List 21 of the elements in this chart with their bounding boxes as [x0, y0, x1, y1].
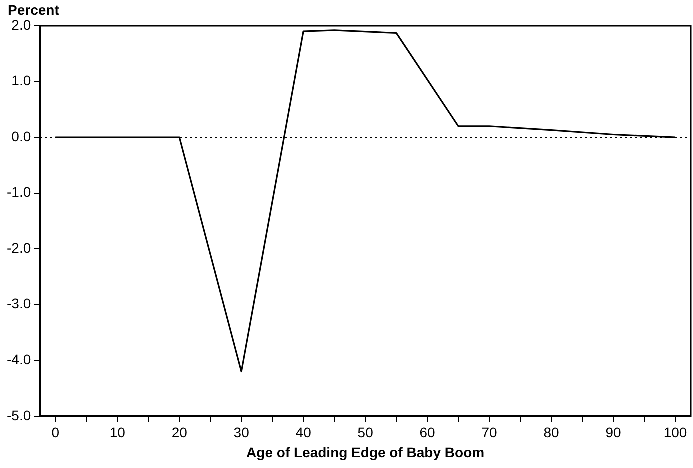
x-tick-label: 0	[52, 424, 60, 441]
y-tick-label: 1.0	[12, 72, 32, 89]
x-tick-label: 70	[482, 424, 498, 441]
y-axis-title: Percent	[8, 2, 60, 18]
y-tick-label: -2.0	[7, 240, 32, 256]
y-tick-label: 0.0	[12, 128, 32, 144]
x-axis-title: Age of Leading Edge of Baby Boom	[246, 444, 485, 460]
x-tick-label: 50	[358, 424, 374, 441]
x-tick-label: 10	[110, 424, 126, 441]
x-tick-label: 60	[420, 424, 436, 441]
x-tick-label: 100	[664, 424, 688, 441]
y-tick-label: -5.0	[7, 407, 32, 424]
y-tick-label: -4.0	[7, 351, 32, 368]
x-tick-label: 30	[234, 424, 250, 441]
x-tick-label: 20	[172, 424, 188, 441]
y-tick-label: -1.0	[7, 184, 32, 200]
x-tick-label: 90	[606, 424, 622, 441]
x-tick-label: 80	[544, 424, 560, 441]
y-tick-label: 2.0	[12, 16, 32, 33]
y-tick-label: -3.0	[7, 296, 32, 312]
x-tick-label: 40	[296, 424, 312, 441]
